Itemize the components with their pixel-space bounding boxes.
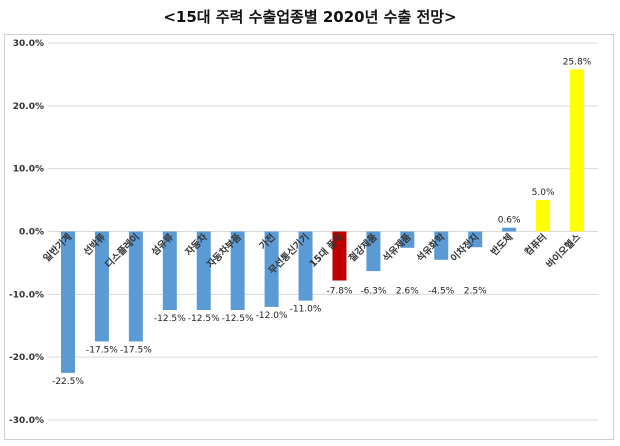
y-tick-label: 20.0% <box>13 102 44 112</box>
bar <box>298 231 313 301</box>
bar <box>162 231 177 311</box>
data-label: -7.8% <box>326 287 353 297</box>
y-tick-label: 10.0% <box>13 165 44 175</box>
data-label: -17.5% <box>120 345 152 355</box>
bar <box>332 231 347 281</box>
x-category-label: 이차전지 <box>448 231 481 264</box>
y-tick-label: 30.0% <box>13 39 44 49</box>
bar <box>94 231 109 342</box>
bar <box>502 227 517 232</box>
y-tick-label: -20.0% <box>9 353 44 363</box>
y-tick-label: -10.0% <box>9 290 44 300</box>
y-tick-label: 0.0% <box>19 228 44 238</box>
bar <box>366 231 381 272</box>
data-label: 2.6% <box>396 287 419 297</box>
bar <box>434 231 449 260</box>
chart-frame <box>4 34 614 440</box>
data-label: -12.0% <box>256 311 288 321</box>
data-label: -12.5% <box>188 314 220 324</box>
x-category-label: 반도체 <box>488 231 515 258</box>
data-label: -12.5% <box>222 314 254 324</box>
data-label: 25.8% <box>563 57 592 67</box>
data-label: 2.5% <box>464 287 487 297</box>
chart-title: <15대 주력 수출업종별 2020년 수출 전망> <box>163 8 457 26</box>
data-label: -12.5% <box>154 314 186 324</box>
data-label: -4.5% <box>428 287 455 297</box>
y-tick-label: -30.0% <box>9 416 44 426</box>
bar <box>264 231 279 307</box>
data-label: -17.5% <box>86 345 118 355</box>
x-category-label: 컴퓨터 <box>522 231 549 258</box>
bar <box>230 231 245 311</box>
bar <box>196 231 211 311</box>
data-label: 0.6% <box>498 216 521 226</box>
bar <box>536 200 551 232</box>
data-label: -22.5% <box>52 377 84 387</box>
bar <box>61 231 75 373</box>
data-label: -11.0% <box>290 305 322 315</box>
bar <box>468 231 483 248</box>
bar <box>400 231 415 248</box>
bar <box>128 231 143 342</box>
x-category-label: 바이오헬스 <box>544 231 584 271</box>
data-label: -6.3% <box>360 287 387 297</box>
bar <box>570 69 584 232</box>
data-label: 5.0% <box>532 188 555 198</box>
